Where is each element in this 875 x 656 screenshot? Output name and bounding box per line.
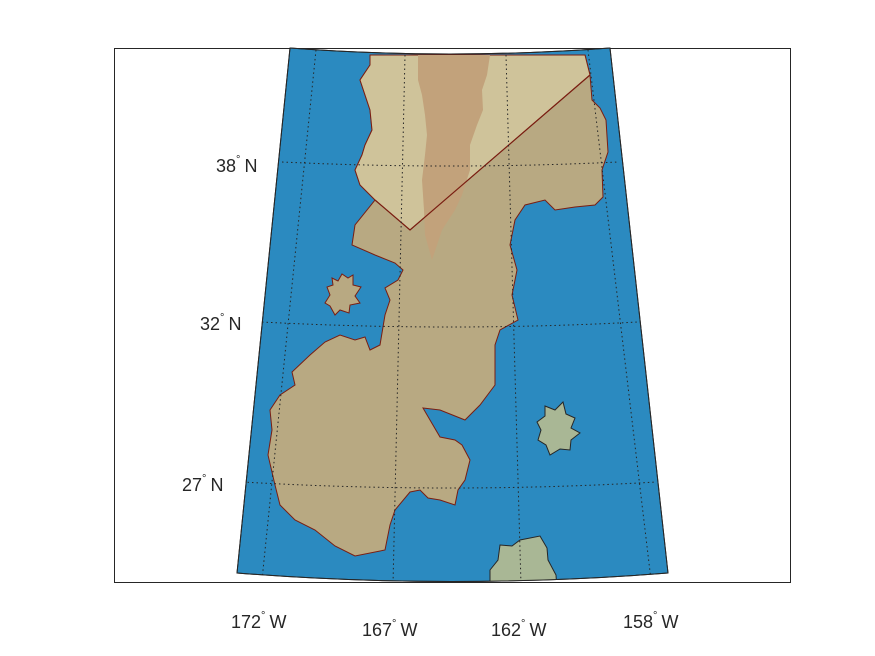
lon-label-172: 172° W xyxy=(231,610,286,632)
highland-boundary xyxy=(374,74,591,231)
longitude-gridlines xyxy=(261,49,652,582)
latitude-gridlines xyxy=(242,161,657,489)
main-landmass xyxy=(267,54,609,557)
map-frame-outline xyxy=(236,47,669,582)
western-island xyxy=(324,273,362,316)
lat-label-32: 32° N xyxy=(200,312,241,334)
lat-label-27: 27° N xyxy=(182,473,223,495)
lon-label-162: 162° W xyxy=(491,618,546,640)
longitude-gridline-167 xyxy=(392,54,406,582)
southern-island xyxy=(489,535,558,582)
lat-label-38: 38° N xyxy=(216,154,257,176)
latitude-gridline-32 xyxy=(261,321,639,328)
eastern-island xyxy=(536,401,581,456)
longitude-gridline-172 xyxy=(261,49,317,581)
longitude-gridline-162 xyxy=(505,54,522,582)
lon-label-167: 167° W xyxy=(362,618,417,640)
longitude-labels: 172° W 167° W 162° W 158° W xyxy=(231,610,678,640)
latitude-labels: 38° N 32° N 27° N xyxy=(182,154,257,495)
longitude-gridline-158 xyxy=(587,49,652,581)
ridge-band xyxy=(418,55,490,260)
lon-label-158: 158° W xyxy=(623,610,678,632)
